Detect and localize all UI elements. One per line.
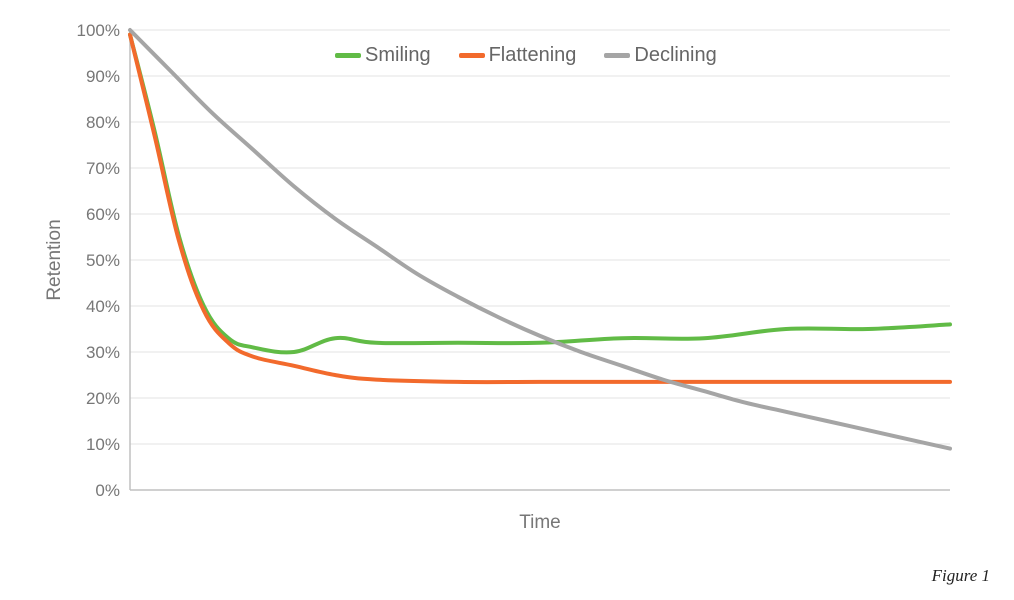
svg-text:100%: 100% xyxy=(77,21,120,40)
series-declining xyxy=(130,30,950,449)
retention-chart: 0% 10% 20% 30% 40% 50% 60% 70% 80% 90% 100% Retenti… xyxy=(35,20,975,550)
legend-item-smiling: Smiling xyxy=(335,44,431,67)
svg-text:50%: 50% xyxy=(86,251,120,270)
legend-label: Smiling xyxy=(365,44,431,67)
series-smiling xyxy=(130,35,950,353)
legend-swatch xyxy=(459,53,485,58)
legend-label: Flattening xyxy=(489,44,577,67)
svg-text:60%: 60% xyxy=(86,205,120,224)
chart-svg: 0% 10% 20% 30% 40% 50% 60% 70% 80% 90% 100% Retenti… xyxy=(35,20,975,550)
svg-text:Retention: Retention xyxy=(44,219,65,300)
figure-caption: Figure 1 xyxy=(932,566,990,586)
svg-text:40%: 40% xyxy=(86,297,120,316)
svg-text:0%: 0% xyxy=(95,481,120,500)
svg-text:10%: 10% xyxy=(86,435,120,454)
legend-item-declining: Declining xyxy=(604,44,716,67)
chart-legend: Smiling Flattening Declining xyxy=(335,44,717,67)
svg-text:20%: 20% xyxy=(86,389,120,408)
legend-swatch xyxy=(604,53,630,58)
svg-text:80%: 80% xyxy=(86,113,120,132)
legend-swatch xyxy=(335,53,361,58)
svg-text:Time: Time xyxy=(519,512,561,533)
legend-item-flattening: Flattening xyxy=(459,44,577,67)
svg-text:30%: 30% xyxy=(86,343,120,362)
legend-label: Declining xyxy=(634,44,716,67)
svg-text:90%: 90% xyxy=(86,67,120,86)
svg-text:70%: 70% xyxy=(86,159,120,178)
